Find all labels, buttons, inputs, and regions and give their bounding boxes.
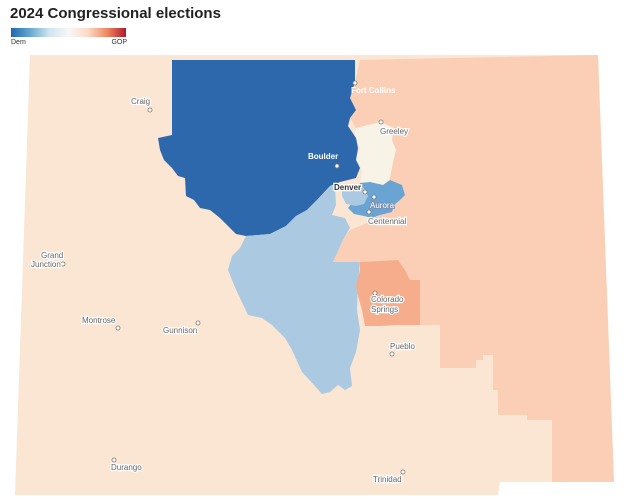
trinidad-label: Trinidad [373, 475, 402, 484]
centennial-label: Centennial [368, 217, 406, 226]
grand-junction-marker [60, 261, 66, 267]
colorado-springs-marker [372, 290, 378, 296]
colorado-springs-label-line-2: Springs [371, 305, 398, 314]
district-4 [333, 55, 614, 482]
boulder-marker [334, 163, 340, 169]
pueblo-marker [389, 351, 395, 357]
montrose-label: Montrose [82, 316, 116, 325]
district-2 [158, 60, 360, 236]
greeley-marker [378, 119, 384, 125]
aurora-marker [371, 194, 377, 200]
craig-marker [147, 107, 153, 113]
district-7 [228, 186, 360, 394]
greeley-label: Greeley [380, 127, 408, 136]
fort-collins-marker [352, 80, 358, 86]
fort-collins-label: Fort Collins [351, 86, 396, 95]
denver-label: Denver [334, 183, 361, 192]
map-title: 2024 Congressional elections [10, 5, 221, 22]
durango-marker [111, 457, 117, 463]
gunnison-marker [195, 320, 201, 326]
grand-junction-label-line-2: Junction [31, 260, 61, 269]
grand-junction-label-line-1: Grand [41, 251, 63, 260]
colorado-springs-label: Colorado Springs [371, 295, 406, 314]
district-8 [354, 122, 396, 185]
denver-marker [362, 189, 368, 195]
grand-junction-label: Grand Junction [31, 251, 65, 269]
montrose-marker [115, 325, 121, 331]
trinidad-marker [400, 469, 406, 475]
legend-color-ramp [11, 28, 126, 37]
craig-label: Craig [131, 97, 150, 106]
district-5 [356, 260, 420, 326]
gunnison-label: Gunnison [163, 326, 197, 335]
durango-label: Durango [111, 463, 142, 472]
legend-gop-label: GOP [111, 39, 127, 46]
pueblo-label: Pueblo [390, 342, 415, 351]
colorado-springs-label-line-1: Colorado [371, 295, 404, 304]
color-legend: Dem GOP [11, 28, 127, 48]
aurora-label: Aurora [370, 201, 395, 210]
boulder-label: Boulder [308, 152, 338, 161]
centennial-marker [366, 209, 372, 215]
legend-dem-label: Dem [11, 39, 26, 46]
district-1 [342, 186, 368, 206]
